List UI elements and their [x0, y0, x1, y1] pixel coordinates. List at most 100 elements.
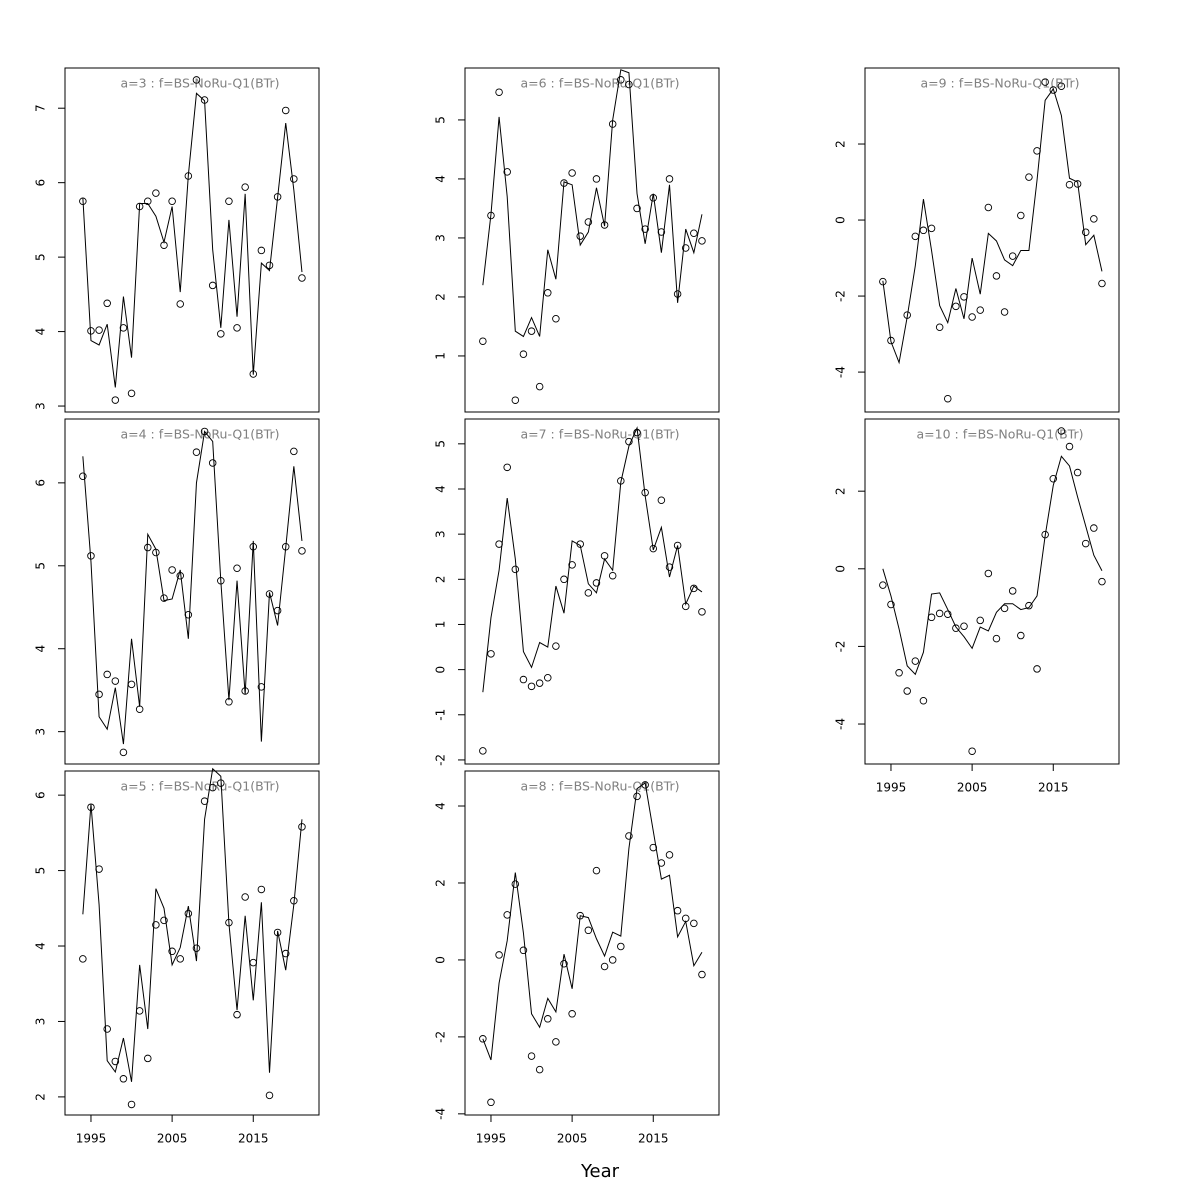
- y-tick-label: 4: [34, 328, 48, 336]
- point: [257, 246, 266, 255]
- point: [511, 396, 520, 404]
- point: [600, 962, 609, 971]
- y-tick-label: 2: [834, 140, 848, 148]
- point: [290, 447, 298, 456]
- point: [127, 1100, 136, 1109]
- point: [111, 677, 120, 685]
- point: [1065, 442, 1074, 451]
- point: [1073, 180, 1082, 188]
- y-tick-label: -4: [834, 718, 848, 730]
- y-tick-label: 0: [434, 956, 448, 964]
- panel-frame: [864, 67, 1120, 413]
- point: [233, 324, 241, 332]
- point: [576, 232, 584, 240]
- y-tick-label: 4: [434, 802, 448, 810]
- point: [1000, 308, 1009, 316]
- y-tick-label: 5: [434, 116, 448, 124]
- point: [144, 1054, 152, 1063]
- point: [568, 1010, 576, 1018]
- point: [584, 589, 593, 597]
- panel: a=9 : f=BS-NoRu-Q1(BTr) -4 -2 0 2: [834, 67, 1120, 413]
- point: [1049, 475, 1058, 483]
- point: [1065, 180, 1074, 189]
- panel-frame: [64, 770, 320, 1116]
- point: [657, 496, 666, 505]
- y-tick-label: -4: [434, 1108, 448, 1120]
- point: [568, 561, 576, 569]
- point: [960, 622, 968, 630]
- point: [495, 951, 503, 959]
- point: [617, 76, 625, 84]
- y-tick-label: 1: [434, 352, 448, 360]
- y-tick-label: 7: [34, 104, 48, 112]
- point: [176, 955, 184, 963]
- point: [681, 244, 690, 252]
- point: [927, 613, 936, 622]
- point: [1057, 427, 1066, 435]
- point: [641, 225, 649, 233]
- point: [584, 218, 593, 226]
- point: [992, 634, 1001, 643]
- point: [649, 544, 658, 553]
- point: [665, 563, 674, 571]
- point: [560, 575, 568, 584]
- point: [903, 687, 911, 695]
- point: [1033, 665, 1041, 673]
- x-tick-label: 2015: [1038, 781, 1069, 795]
- point: [935, 609, 944, 618]
- y-tick-label: 2: [434, 879, 448, 887]
- point: [233, 564, 241, 573]
- point: [976, 616, 984, 625]
- x-tick-label: 1995: [876, 781, 907, 795]
- point: [208, 459, 217, 467]
- point: [152, 921, 160, 929]
- point: [119, 748, 128, 757]
- point: [519, 675, 528, 684]
- fitted-line: [82, 430, 303, 745]
- point: [584, 926, 593, 935]
- panel-title: a=5 : f=BS-NoRu-Q1(BTr): [121, 779, 280, 794]
- y-tick-label: 3: [34, 728, 48, 736]
- point: [657, 859, 666, 867]
- point: [698, 237, 706, 245]
- point: [168, 197, 176, 206]
- y-tick-label: 6: [34, 179, 48, 187]
- x-tick-label: 2005: [957, 781, 988, 795]
- point: [127, 680, 136, 689]
- point: [911, 657, 920, 665]
- point: [135, 705, 144, 714]
- point: [79, 472, 87, 480]
- point: [479, 747, 487, 755]
- point: [633, 792, 641, 801]
- panel-frame: [864, 418, 1120, 765]
- panel-title: a=6 : f=BS-NoRu-Q1(BTr): [521, 76, 680, 91]
- y-tick-label: 4: [434, 175, 448, 183]
- panel-title: a=3 : f=BS-NoRu-Q1(BTr): [121, 76, 280, 91]
- point: [1049, 86, 1058, 94]
- point: [544, 674, 552, 682]
- point: [135, 1007, 144, 1015]
- point: [617, 942, 625, 951]
- point: [625, 832, 633, 840]
- y-tick-label: 1: [434, 621, 448, 629]
- fitted-line: [482, 69, 703, 338]
- y-tick-label: 0: [834, 216, 848, 224]
- panel: a=7 : f=BS-NoRu-Q1(BTr) -2 -1 0 1 2 3 4 5: [434, 418, 720, 766]
- point: [952, 624, 960, 632]
- point: [552, 315, 560, 323]
- point: [1017, 631, 1025, 640]
- point: [281, 106, 290, 115]
- point: [233, 1010, 241, 1019]
- point: [103, 670, 111, 679]
- y-tick-label: 3: [34, 1018, 48, 1026]
- panel-frame: [64, 418, 320, 765]
- point: [511, 565, 520, 574]
- x-tick-label: 2005: [557, 1132, 588, 1146]
- point: [495, 88, 503, 96]
- panel: a=3 : f=BS-NoRu-Q1(BTr) 3 4 5 6 7: [34, 67, 320, 413]
- point: [984, 203, 993, 212]
- x-axis-label: Year: [580, 1161, 620, 1182]
- y-tick-label: 5: [34, 253, 48, 261]
- panel: a=10 : f=BS-NoRu-Q1(BTr) -4 -2 0 2 1995 2005 20…: [834, 418, 1120, 795]
- point: [992, 272, 1001, 280]
